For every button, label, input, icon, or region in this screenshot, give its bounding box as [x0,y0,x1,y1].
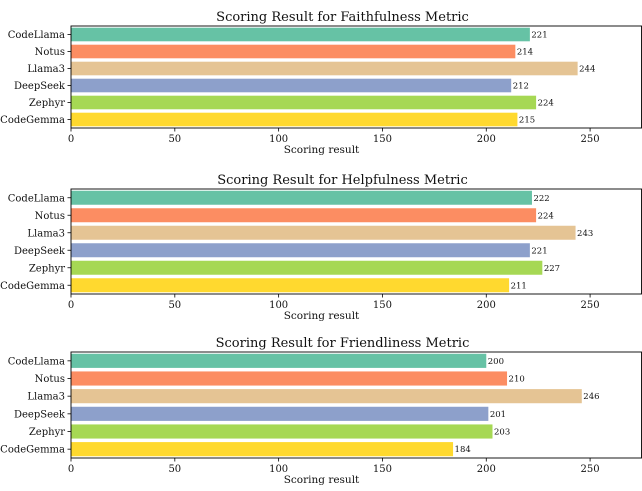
chart-panel-3: Scoring Result for Friendliness Metric Co… [0,336,642,486]
bar-deepseek [71,78,512,93]
x-tick-label: 150 [373,464,392,475]
x-tick-label: 200 [477,464,496,475]
data-label: 221 [531,31,547,41]
category-label: Llama3 [27,392,65,403]
bar-notus [71,208,537,223]
category-label: DeepSeek [14,81,66,92]
bar-deepseek [71,243,530,258]
data-label: 221 [531,246,547,256]
chart-panel-2: Scoring Result for Helpfulness Metric Cod… [0,173,642,322]
x-tick-label: 250 [581,300,600,311]
bar-codellama [71,27,530,42]
category-label: Llama3 [27,228,65,239]
bar-codellama [71,190,532,205]
bar-codellama [71,353,487,368]
x-tick-label: 100 [269,300,288,311]
category-label: DeepSeek [14,246,66,257]
bar-deepseek [71,406,489,421]
bar-zephyr [71,95,537,110]
x-tick-label: 100 [269,134,288,145]
x-axis-label: Scoring result [284,144,360,156]
x-tick-label: 250 [581,464,600,475]
category-label: CodeLlama [8,30,65,41]
x-tick-label: 50 [168,464,181,475]
x-tick-label: 150 [373,134,392,145]
category-label: CodeLlama [8,356,65,367]
category-label: Zephyr [29,263,65,274]
x-tick-label: 0 [68,300,74,311]
data-label: 200 [488,357,504,367]
x-axis-label: Scoring result [284,310,360,322]
x-tick-label: 150 [373,300,392,311]
data-label: 214 [517,48,533,58]
bar-llama3 [71,61,578,76]
bar-notus [71,44,516,59]
data-label: 244 [579,65,595,75]
data-label: 227 [544,264,560,274]
category-label: Llama3 [27,64,65,75]
bar-llama3 [71,389,582,404]
data-label: 201 [490,410,506,420]
x-axis-label: Scoring result [284,474,360,486]
chart-title: Scoring Result for Friendliness Metric [216,336,470,351]
x-tick-label: 200 [477,300,496,311]
category-label: Notus [35,374,65,385]
bar-zephyr [71,260,543,275]
data-label: 210 [509,375,525,385]
data-label: 211 [511,281,527,291]
data-label: 184 [455,445,471,455]
category-label: Zephyr [29,427,65,438]
x-tick-label: 100 [269,464,288,475]
category-label: CodeGemma [0,281,65,292]
data-label: 222 [533,194,549,204]
chart-panel-1: Scoring Result for Faithfulness Metric Co… [0,10,642,156]
category-label: Notus [35,211,65,222]
category-label: CodeGemma [0,115,65,126]
x-tick-label: 200 [477,134,496,145]
x-tick-label: 0 [68,134,74,145]
data-label: 246 [583,392,599,402]
x-tick-label: 50 [168,134,181,145]
bar-llama3 [71,225,576,240]
category-label: CodeLlama [8,193,65,204]
chart-title: Scoring Result for Faithfulness Metric [216,10,469,25]
bar-codegemma [71,442,454,457]
data-label: 215 [519,116,535,126]
bar-notus [71,371,508,386]
data-label: 243 [577,229,593,239]
x-tick-label: 250 [581,134,600,145]
chart-title: Scoring Result for Helpfulness Metric [217,173,468,188]
data-label: 224 [538,211,554,221]
data-label: 203 [494,428,510,438]
x-tick-label: 0 [68,464,74,475]
data-label: 224 [538,99,554,109]
bar-zephyr [71,424,493,439]
category-label: Zephyr [29,98,65,109]
x-tick-label: 50 [168,300,181,311]
category-label: CodeGemma [0,445,65,456]
category-label: DeepSeek [14,409,66,420]
category-label: Notus [35,47,65,58]
data-label: 212 [513,82,529,92]
bar-codegemma [71,278,510,293]
bar-codegemma [71,112,518,127]
